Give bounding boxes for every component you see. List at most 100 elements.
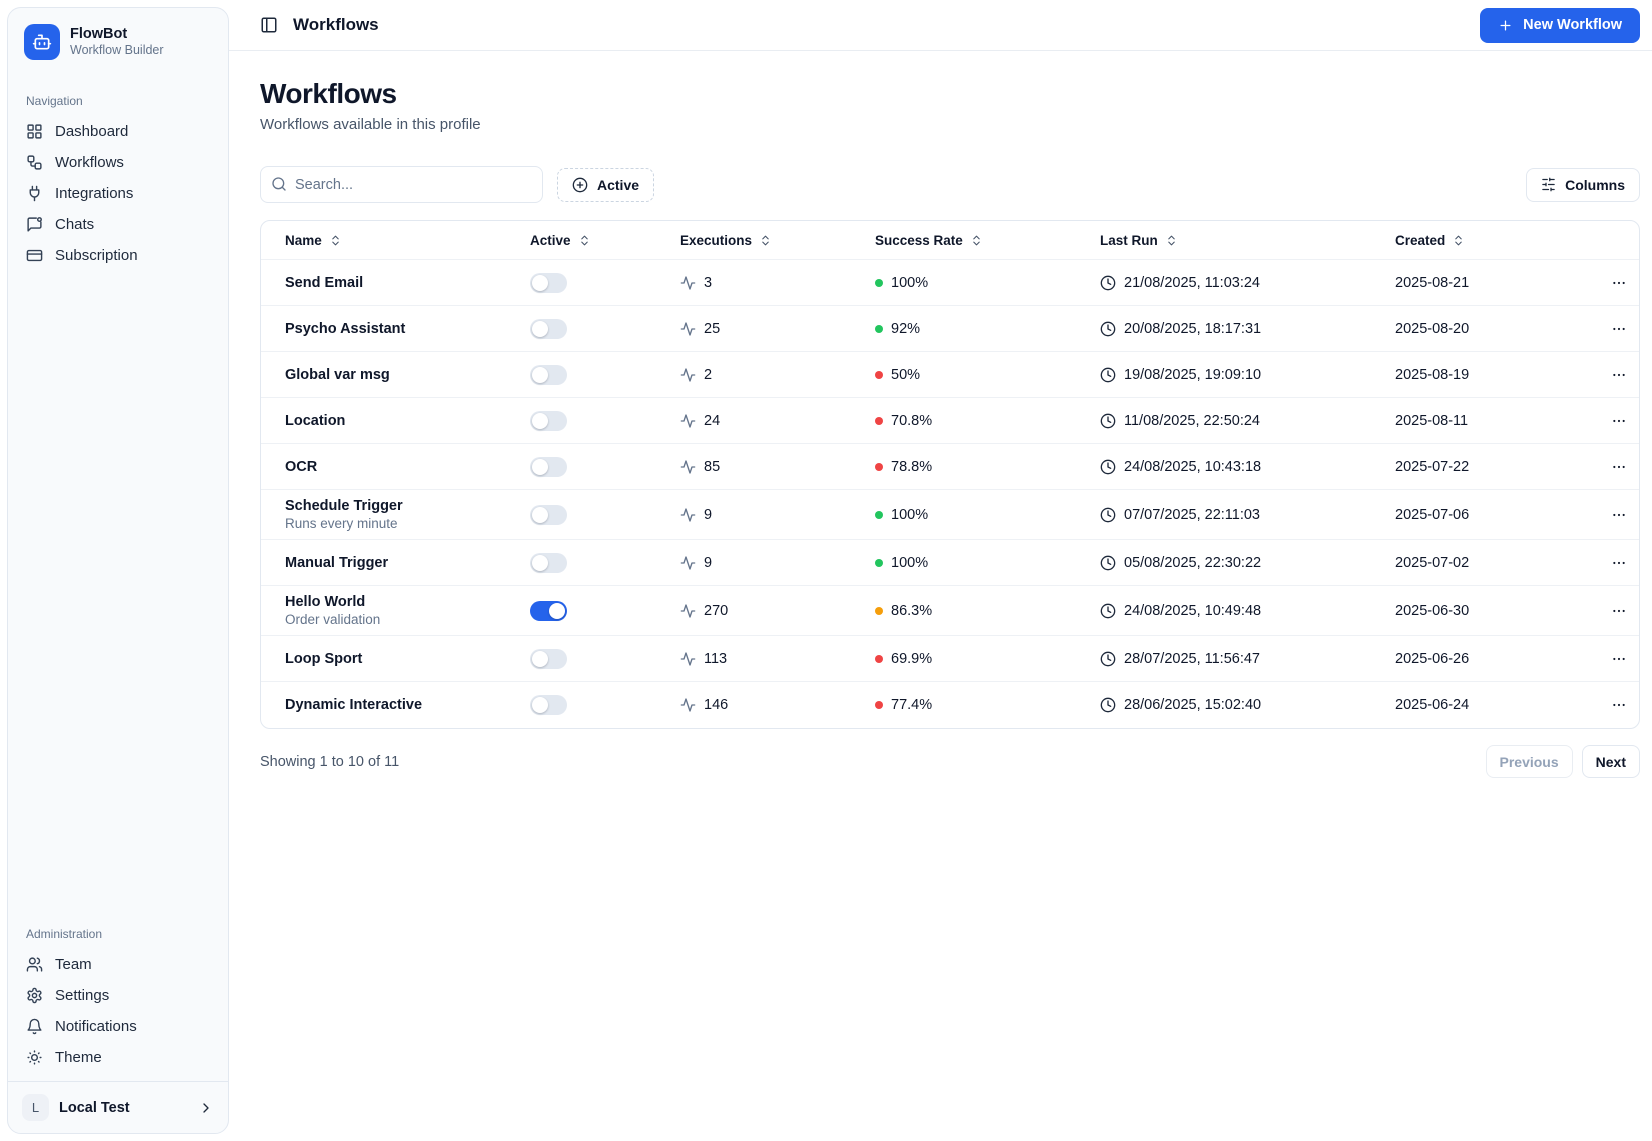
plus-icon bbox=[1498, 18, 1513, 33]
workflow-name: Send Email bbox=[285, 274, 364, 291]
created-value: 2025-06-26 bbox=[1395, 650, 1470, 667]
row-actions-button[interactable] bbox=[1605, 407, 1633, 435]
column-header-created[interactable]: Created bbox=[1383, 229, 1471, 252]
workflow-name: Hello World bbox=[285, 594, 366, 610]
active-filter-button[interactable]: Active bbox=[557, 167, 655, 202]
table-row: Send Email 3 100% 21/08/2025, 11:03:24 2… bbox=[261, 260, 1639, 306]
active-toggle[interactable] bbox=[530, 504, 567, 525]
executions-count: 85 bbox=[704, 458, 721, 475]
success-rate-dot bbox=[875, 278, 883, 287]
success-rate-value: 69.9% bbox=[891, 650, 933, 667]
sidebar-item-dashboard[interactable]: Dashboard bbox=[18, 116, 218, 147]
last-run-value: 19/08/2025, 19:09:10 bbox=[1124, 366, 1262, 383]
activity-icon bbox=[680, 507, 696, 523]
sidebar-item-settings[interactable]: Settings bbox=[18, 980, 218, 1011]
success-rate-value: 92% bbox=[891, 320, 921, 337]
ellipsis-icon bbox=[1611, 367, 1627, 383]
workflow-name: Psycho Assistant bbox=[285, 320, 406, 337]
columns-button[interactable]: Columns bbox=[1526, 167, 1640, 202]
sidebar-item-notifications[interactable]: Notifications bbox=[18, 1011, 218, 1042]
sidebar-item-theme[interactable]: Theme bbox=[18, 1042, 218, 1073]
sort-icon bbox=[970, 234, 983, 247]
navigation-list: Dashboard Workflows Integrations Chats S… bbox=[18, 116, 218, 271]
active-toggle[interactable] bbox=[530, 272, 567, 293]
chevron-right-icon bbox=[198, 1100, 214, 1116]
table-body: Send Email 3 100% 21/08/2025, 11:03:24 2… bbox=[261, 260, 1639, 728]
success-rate-dot bbox=[875, 416, 883, 425]
clock-icon bbox=[1100, 555, 1116, 571]
activity-icon bbox=[680, 459, 696, 475]
success-rate-value: 100% bbox=[891, 506, 929, 523]
table-header-row: Name Active Executions Success Rate Last… bbox=[261, 221, 1639, 260]
clock-icon bbox=[1100, 275, 1116, 291]
active-toggle[interactable] bbox=[530, 410, 567, 431]
sidebar-item-subscription[interactable]: Subscription bbox=[18, 240, 218, 271]
row-actions-button[interactable] bbox=[1605, 691, 1633, 719]
row-actions-button[interactable] bbox=[1605, 453, 1633, 481]
sidebar-item-team[interactable]: Team bbox=[18, 949, 218, 980]
activity-icon bbox=[680, 321, 696, 337]
active-toggle[interactable] bbox=[530, 318, 567, 339]
created-value: 2025-07-22 bbox=[1395, 458, 1470, 475]
row-actions-button[interactable] bbox=[1605, 549, 1633, 577]
activity-icon bbox=[680, 555, 696, 571]
workflows-table: Name Active Executions Success Rate Last… bbox=[260, 220, 1640, 729]
executions-count: 9 bbox=[704, 554, 713, 571]
last-run-value: 20/08/2025, 18:17:31 bbox=[1124, 320, 1262, 337]
ellipsis-icon bbox=[1611, 651, 1627, 667]
success-rate-dot bbox=[875, 324, 883, 333]
row-actions-button[interactable] bbox=[1605, 269, 1633, 297]
last-run-value: 05/08/2025, 22:30:22 bbox=[1124, 554, 1262, 571]
column-header-last-run[interactable]: Last Run bbox=[1088, 229, 1184, 252]
created-value: 2025-06-30 bbox=[1395, 602, 1470, 619]
pagination-summary: Showing 1 to 10 of 11 bbox=[260, 753, 400, 770]
chats-icon bbox=[26, 216, 43, 233]
created-value: 2025-08-11 bbox=[1395, 412, 1469, 429]
table-row: Dynamic Interactive 146 77.4% 28/06/2025… bbox=[261, 682, 1639, 728]
success-rate-dot bbox=[875, 654, 883, 663]
row-actions-button[interactable] bbox=[1605, 361, 1633, 389]
sidebar-item-integrations[interactable]: Integrations bbox=[18, 178, 218, 209]
row-actions-button[interactable] bbox=[1605, 315, 1633, 343]
subscription-icon bbox=[26, 247, 43, 264]
success-rate-value: 77.4% bbox=[891, 697, 933, 713]
sidebar: FlowBot Workflow Builder Navigation Dash… bbox=[7, 7, 229, 1134]
active-toggle[interactable] bbox=[530, 600, 567, 621]
app-tagline: Workflow Builder bbox=[70, 43, 164, 58]
new-workflow-button[interactable]: New Workflow bbox=[1480, 7, 1640, 43]
column-header-active[interactable]: Active bbox=[518, 229, 597, 252]
next-page-button[interactable]: Next bbox=[1581, 745, 1640, 778]
column-header-executions[interactable]: Executions bbox=[668, 229, 778, 252]
last-run-value: 24/08/2025, 10:43:18 bbox=[1124, 458, 1262, 475]
table-row: Manual Trigger 9 100% 05/08/2025, 22:30:… bbox=[261, 540, 1639, 586]
sidebar-item-chats[interactable]: Chats bbox=[18, 209, 218, 240]
row-actions-button[interactable] bbox=[1605, 597, 1633, 625]
active-toggle[interactable] bbox=[530, 695, 567, 715]
sidebar-item-workflows[interactable]: Workflows bbox=[18, 147, 218, 178]
column-header-name[interactable]: Name bbox=[273, 229, 348, 252]
executions-count: 24 bbox=[704, 412, 721, 429]
executions-count: 2 bbox=[704, 366, 713, 383]
previous-page-button[interactable]: Previous bbox=[1485, 745, 1573, 778]
row-actions-button[interactable] bbox=[1605, 645, 1633, 673]
integrations-icon bbox=[26, 185, 43, 202]
table-row: OCR 85 78.8% 24/08/2025, 10:43:18 2025-0… bbox=[261, 444, 1639, 490]
success-rate-value: 70.8% bbox=[891, 412, 933, 429]
row-actions-button[interactable] bbox=[1605, 501, 1633, 529]
profile-name: Local Test bbox=[59, 1099, 130, 1116]
activity-icon bbox=[680, 413, 696, 429]
profile-switcher[interactable]: L Local Test bbox=[8, 1081, 228, 1133]
clock-icon bbox=[1100, 697, 1116, 713]
executions-count: 113 bbox=[704, 650, 728, 667]
sidebar-toggle-button[interactable] bbox=[255, 11, 283, 39]
active-toggle[interactable] bbox=[530, 648, 567, 669]
topbar-title: Workflows bbox=[293, 15, 379, 34]
active-toggle[interactable] bbox=[530, 552, 567, 573]
search-icon bbox=[271, 176, 287, 192]
app-logo-row: FlowBot Workflow Builder bbox=[18, 22, 218, 62]
active-toggle[interactable] bbox=[530, 456, 567, 477]
active-toggle[interactable] bbox=[530, 364, 567, 385]
search-input[interactable] bbox=[260, 166, 543, 203]
column-header-success-rate[interactable]: Success Rate bbox=[863, 229, 989, 252]
activity-icon bbox=[680, 603, 696, 619]
